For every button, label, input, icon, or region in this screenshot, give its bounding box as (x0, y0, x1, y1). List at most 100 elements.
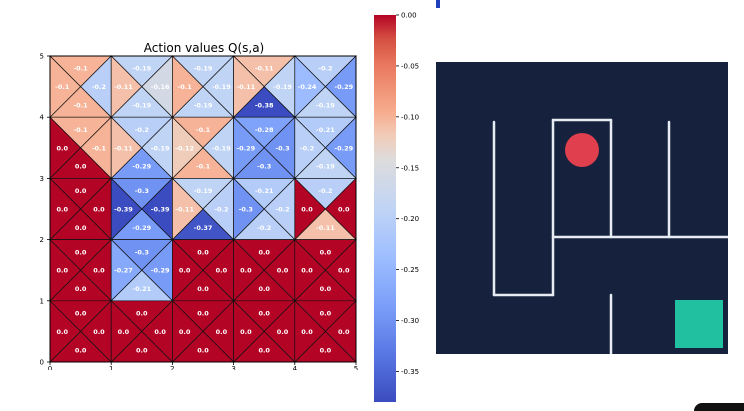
q-value-label: -0.19 (194, 65, 213, 73)
q-value-label: -0.39 (114, 206, 133, 214)
q-value-label: -0.21 (316, 126, 335, 134)
q-value-label: -0.1 (92, 144, 107, 152)
q-value-label: -0.16 (151, 83, 170, 91)
q-value-label: -0.29 (334, 144, 353, 152)
q-triangle-left (110, 116, 143, 180)
q-value-label: 0.0 (75, 224, 87, 232)
q-value-label: -0.11 (114, 144, 133, 152)
q-value-label: -0.3 (135, 187, 149, 195)
x-tick-label: 4 (293, 365, 298, 370)
colorbar-tick-label: -0.25 (401, 266, 419, 274)
q-value-label: -0.11 (114, 83, 133, 91)
q-value-label: 0.0 (56, 144, 68, 152)
agent-circle (565, 133, 599, 167)
q-value-label: 0.0 (56, 328, 68, 336)
q-value-label: 0.0 (240, 328, 252, 336)
colorbar-tick-label: -0.20 (401, 215, 419, 223)
q-triangle-left (172, 116, 204, 180)
q-value-label: 0.0 (320, 285, 332, 293)
q-value-label: -0.2 (135, 126, 149, 134)
q-value-label: -0.37 (194, 224, 213, 232)
q-triangle-left (233, 116, 265, 180)
maze-environment (436, 62, 728, 354)
q-triangle-left (172, 238, 204, 302)
q-value-label: -0.39 (151, 206, 170, 214)
q-value-label: 0.0 (75, 285, 87, 293)
q-value-label: -0.3 (135, 248, 149, 256)
q-value-label: -0.28 (255, 126, 274, 134)
q-triangle-left (172, 299, 204, 363)
colorbar-tick-label: -0.30 (401, 317, 419, 325)
q-triangle-left (294, 177, 326, 241)
q-value-label: -0.11 (175, 206, 194, 214)
q-value-cells (49, 55, 357, 363)
q-value-label: -0.3 (257, 163, 271, 171)
q-value-label: 0.0 (75, 346, 87, 354)
q-value-label: -0.29 (334, 83, 353, 91)
q-value-label: -0.3 (239, 206, 253, 214)
q-value-label: -0.1 (196, 163, 211, 171)
q-value-label: 0.0 (320, 346, 332, 354)
q-value-label: 0.0 (258, 285, 270, 293)
colorbar-tick-label: -0.05 (401, 62, 419, 70)
q-value-label: -0.21 (132, 285, 151, 293)
q-value-label: -0.19 (212, 144, 231, 152)
blue-marker (436, 0, 440, 8)
q-value-label: 0.0 (258, 346, 270, 354)
q-value-label: 0.0 (301, 267, 313, 275)
q-triangle-left (294, 238, 326, 302)
q-value-label: 0.0 (197, 346, 209, 354)
q-value-label: -0.29 (132, 224, 151, 232)
q-value-label: -0.3 (275, 144, 289, 152)
q-value-label: -0.2 (318, 187, 332, 195)
q-value-label: 0.0 (197, 285, 209, 293)
q-value-label: -0.11 (255, 65, 274, 73)
q-triangle-left (172, 55, 204, 119)
q-value-label: 0.0 (197, 310, 209, 318)
q-value-label: 0.0 (179, 267, 191, 275)
q-value-label: -0.1 (178, 83, 193, 91)
colorbar: 0.00 -0.05 -0.10 -0.15 -0.20 -0.25 -0.30 -0.35 (374, 12, 419, 402)
x-axis-ticks: 0 1 2 3 4 5 (48, 362, 358, 370)
q-triangle-left (110, 299, 143, 363)
q-value-label: -0.19 (316, 163, 335, 171)
chart-title: Action values Q(s,a) (144, 41, 264, 55)
q-value-label: 0.0 (216, 328, 228, 336)
y-tick-label: 0 (40, 359, 44, 367)
q-value-label: 0.0 (277, 267, 289, 275)
q-value-label: -0.1 (73, 65, 88, 73)
q-triangle-left (172, 177, 204, 241)
q-value-label: -0.19 (273, 83, 292, 91)
q-value-label: -0.2 (275, 206, 289, 214)
q-value-label: 0.0 (75, 187, 87, 195)
q-value-label: 0.0 (154, 328, 166, 336)
q-value-label: 0.0 (56, 206, 68, 214)
q-value-label: -0.2 (257, 224, 271, 232)
y-tick-label: 2 (40, 236, 44, 244)
q-value-label: 0.0 (75, 248, 87, 256)
q-triangle-left (294, 299, 326, 363)
q-value-label: -0.19 (194, 101, 213, 109)
q-value-label: -0.2 (300, 144, 314, 152)
q-value-label: -0.19 (316, 101, 335, 109)
y-tick-label: 5 (40, 53, 44, 61)
q-triangle-left (294, 116, 326, 180)
q-value-label: -0.21 (255, 187, 274, 195)
x-tick-label: 2 (170, 365, 174, 370)
q-value-label: 0.0 (320, 248, 332, 256)
q-value-label: 0.0 (93, 206, 105, 214)
q-value-label: 0.0 (56, 267, 68, 275)
q-value-label: 0.0 (301, 328, 313, 336)
maze-walls (492, 118, 728, 354)
colorbar-tick-label: -0.35 (401, 368, 419, 376)
q-value-label: -0.24 (298, 83, 317, 91)
q-value-label: -0.19 (194, 187, 213, 195)
q-value-chart: Action values Q(s,a) -0.1 -0.2 -0.1 -0.1 -0.… (40, 41, 359, 370)
colorbar-ticks: 0.00 -0.05 -0.10 -0.15 -0.20 -0.25 -0.30 -0.35 (396, 12, 419, 376)
q-value-label: 0.0 (240, 267, 252, 275)
q-value-label: -0.11 (236, 83, 255, 91)
y-tick-label: 3 (40, 175, 44, 183)
colorbar-gradient (374, 15, 396, 402)
q-value-label: -0.29 (132, 163, 151, 171)
corner-shape (694, 403, 744, 411)
